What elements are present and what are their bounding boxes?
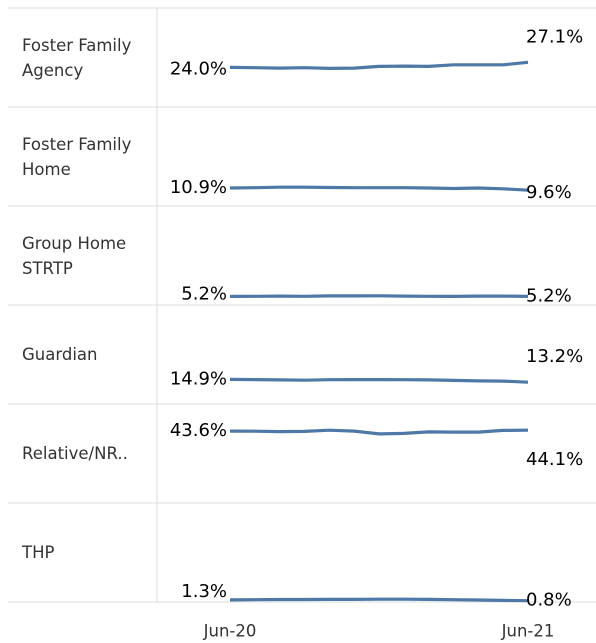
- row-label-text: Foster Family Agency: [22, 35, 132, 80]
- value-label: 43.6%: [170, 420, 227, 441]
- value-label: 10.9%: [170, 177, 227, 198]
- row-label-text: Group Home STRTP: [22, 233, 127, 278]
- row-label: Foster Family Agency: [22, 8, 156, 107]
- series-line: [229, 377, 529, 384]
- value-label: 13.2%: [526, 346, 583, 367]
- series-line: [229, 294, 529, 298]
- value-label: 1.3%: [181, 581, 227, 602]
- row-label: THP: [22, 503, 156, 602]
- series-line: [229, 185, 529, 192]
- row-label-text: Relative/NR..: [22, 444, 128, 463]
- value-label: 14.9%: [170, 368, 227, 389]
- series-line: [229, 60, 529, 71]
- x-tick-label: Jun-21: [501, 622, 555, 641]
- row-label: Guardian: [22, 305, 156, 404]
- series-line: [229, 597, 529, 603]
- series-line: [229, 428, 529, 436]
- row-label-text: THP: [22, 543, 55, 562]
- value-label: 5.2%: [526, 285, 572, 306]
- value-label: 0.8%: [526, 590, 572, 611]
- row-label: Foster Family Home: [22, 107, 156, 206]
- x-tick-label: Jun-20: [203, 622, 257, 641]
- value-label: 24.0%: [170, 58, 227, 79]
- value-label: 44.1%: [526, 449, 583, 470]
- value-label: 5.2%: [181, 283, 227, 304]
- row-label: Relative/NR..: [22, 404, 156, 503]
- value-label: 9.6%: [526, 182, 572, 203]
- row-label-text: Guardian: [22, 345, 98, 364]
- row-label: Group Home STRTP: [22, 206, 156, 305]
- row-label-text: Foster Family Home: [22, 134, 132, 179]
- value-label: 27.1%: [526, 26, 583, 47]
